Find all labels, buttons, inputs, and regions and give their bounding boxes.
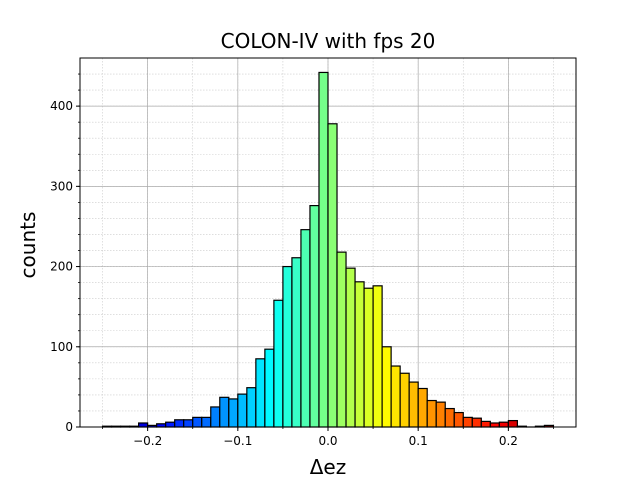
x-tick-label: −0.2 — [133, 434, 162, 448]
grid-layer — [80, 58, 576, 427]
x-axis-label: Δez — [310, 455, 346, 479]
histogram-bar — [372, 285, 383, 428]
x-tick-label: 0.1 — [409, 434, 428, 448]
histogram-bar — [192, 416, 203, 428]
histogram-bar — [426, 399, 437, 428]
histogram-bar — [498, 421, 509, 428]
y-axis-label: counts — [16, 212, 40, 279]
histogram-bar — [228, 398, 239, 428]
histogram-bar — [165, 421, 176, 428]
y-tick-label: 300 — [50, 179, 73, 193]
histogram-bar — [471, 417, 482, 428]
histogram-bar — [255, 358, 266, 428]
histogram-bar — [246, 387, 257, 428]
histogram-bar — [201, 416, 212, 428]
histogram-bar — [354, 281, 365, 428]
histogram-bar — [183, 419, 194, 428]
histogram-bar — [408, 381, 419, 428]
histogram-bar — [444, 407, 455, 428]
histogram-bar — [480, 420, 491, 428]
chart-title: COLON-IV with fps 20 — [221, 29, 436, 53]
x-tick-label: 0.2 — [499, 434, 518, 448]
histogram-bar — [318, 71, 329, 428]
histogram-bar — [390, 365, 401, 428]
histogram-bar — [399, 372, 410, 428]
histogram-bar — [336, 251, 347, 428]
histogram-bar — [363, 287, 374, 428]
histogram-bar — [507, 419, 518, 428]
histogram-bar — [282, 265, 293, 428]
histogram-bar — [219, 396, 230, 428]
histogram-bar — [345, 267, 356, 428]
histogram-bar — [435, 401, 446, 428]
histogram-bar — [300, 229, 311, 428]
y-tick-label: 400 — [50, 99, 73, 113]
histogram-bar — [291, 257, 302, 428]
histogram-bar — [327, 123, 338, 428]
histogram-bar — [381, 346, 392, 428]
x-tick-label: −0.1 — [223, 434, 252, 448]
x-tick-label: 0.0 — [318, 434, 337, 448]
histogram-bar — [489, 422, 500, 428]
histogram-bar — [273, 299, 284, 428]
histogram-bar — [417, 387, 428, 428]
histogram-bar — [174, 419, 185, 428]
histogram-bar — [453, 411, 464, 428]
y-tick-label: 0 — [65, 420, 73, 434]
histogram-bar — [264, 348, 275, 428]
ticks-layer: −0.2 −0.1 0.0 0.1 0.2 0 100 200 300 400 — [50, 73, 554, 448]
histogram-bar — [138, 422, 149, 428]
histogram-bar — [237, 393, 248, 428]
histogram-bar — [462, 416, 473, 428]
y-tick-label: 200 — [50, 260, 73, 274]
histogram-bar — [210, 406, 221, 428]
histogram-bar — [309, 205, 320, 428]
y-tick-label: 100 — [50, 340, 73, 354]
